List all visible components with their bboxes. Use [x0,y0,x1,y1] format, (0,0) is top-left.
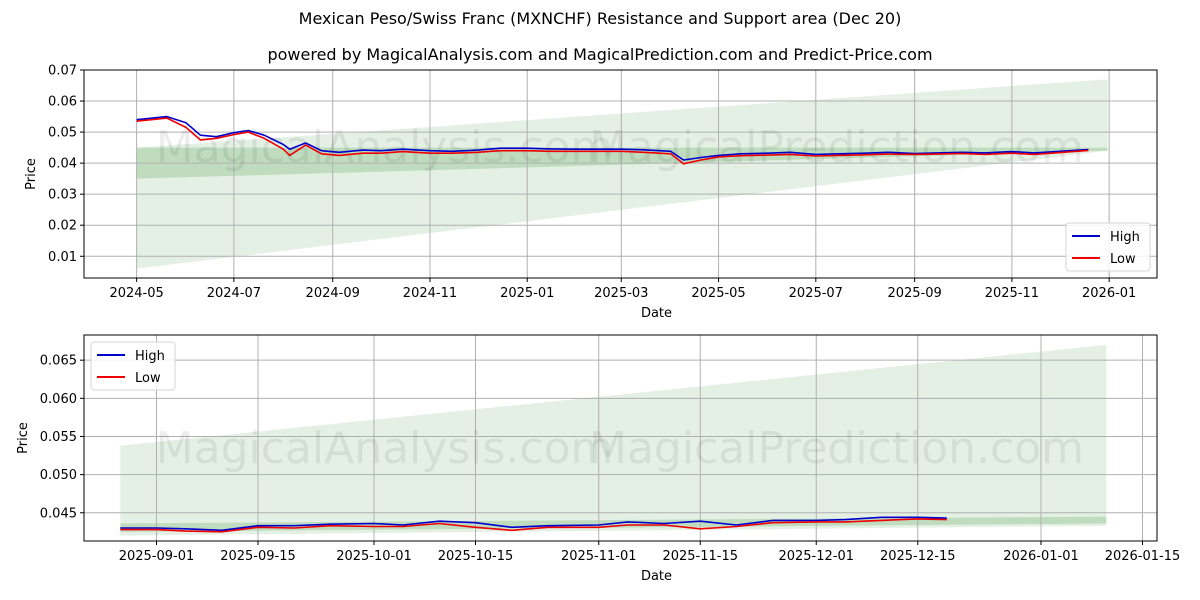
y-tick-label: 0.050 [40,468,77,483]
legend-high-label: High [135,349,165,364]
series-high-line [120,516,947,532]
x-tick-label: 2026-01-01 [1003,549,1079,564]
resistance-support-cone [136,79,1108,269]
x-tick-label: 2025-05 [691,286,745,301]
chart-subtitle: powered by MagicalAnalysis.com and Magic… [267,45,933,64]
x-tick-label: 2025-12-15 [880,549,956,564]
y-tick-label: 0.02 [48,219,77,234]
y-tick-label: 0.07 [48,64,77,79]
x-tick-label: 2024-11 [403,286,457,301]
x-tick-label: 2026-01-15 [1105,549,1181,564]
x-tick-label: 2025-09 [887,286,941,301]
axes-frame [83,69,1158,279]
watermark-right: MagicalPrediction.com [589,122,1084,173]
series-low-line [136,117,1089,165]
resistance-support-cone [120,344,1107,536]
axes-frame [83,334,1158,542]
x-tick-label: 2024-09 [306,286,360,301]
legend-high-label: High [1110,230,1140,245]
x-tick-label: 2025-11-15 [662,549,738,564]
x-axis-label: Date [641,569,672,584]
x-tick-label: 2025-10-01 [336,549,412,564]
y-tick-label: 0.01 [48,250,77,265]
y-tick-label: 0.05 [48,126,77,141]
x-tick-label: 2024-05 [109,286,163,301]
x-tick-label: 2025-11-01 [561,549,637,564]
x-tick-label: 2025-10-15 [438,549,514,564]
x-axis-label: Date [641,306,672,321]
top-chart: MagicalAnalysis.comMagicalPrediction.com… [24,64,1158,321]
x-tick-label: 2025-09-01 [119,549,195,564]
legend: High Low [1065,222,1151,272]
y-tick-label: 0.055 [40,430,77,445]
watermark-left: MagicalAnalysis.com [156,122,614,173]
y-axis-label: Price [24,158,39,190]
x-tick-label: 2026-01 [1082,286,1136,301]
y-tick-label: 0.045 [40,506,77,521]
legend: High Low [90,341,176,391]
bottom-chart: MagicalAnalysis.comMagicalPrediction.com… [16,334,1181,584]
series-high-line [136,115,1089,161]
chart-title: Mexican Peso/Swiss Franc (MXNCHF) Resist… [298,9,902,28]
x-tick-label: 2025-01 [500,286,554,301]
x-tick-label: 2025-03 [594,286,648,301]
y-tick-label: 0.065 [40,354,77,369]
y-tick-label: 0.060 [40,392,77,407]
x-tick-label: 2025-09-15 [220,549,296,564]
x-tick-label: 2025-11 [985,286,1039,301]
watermark-right: MagicalPrediction.com [589,423,1084,474]
watermark-left: MagicalAnalysis.com [156,423,614,474]
x-tick-label: 2024-07 [207,286,261,301]
legend-low-label: Low [135,371,161,386]
series-low-line [120,518,947,533]
y-tick-label: 0.04 [48,157,77,172]
y-tick-label: 0.03 [48,188,77,203]
y-axis-label: Price [16,422,31,454]
legend-low-label: Low [1110,252,1136,267]
y-tick-label: 0.06 [48,95,77,110]
x-tick-label: 2025-07 [789,286,843,301]
x-tick-label: 2025-12-01 [778,549,854,564]
